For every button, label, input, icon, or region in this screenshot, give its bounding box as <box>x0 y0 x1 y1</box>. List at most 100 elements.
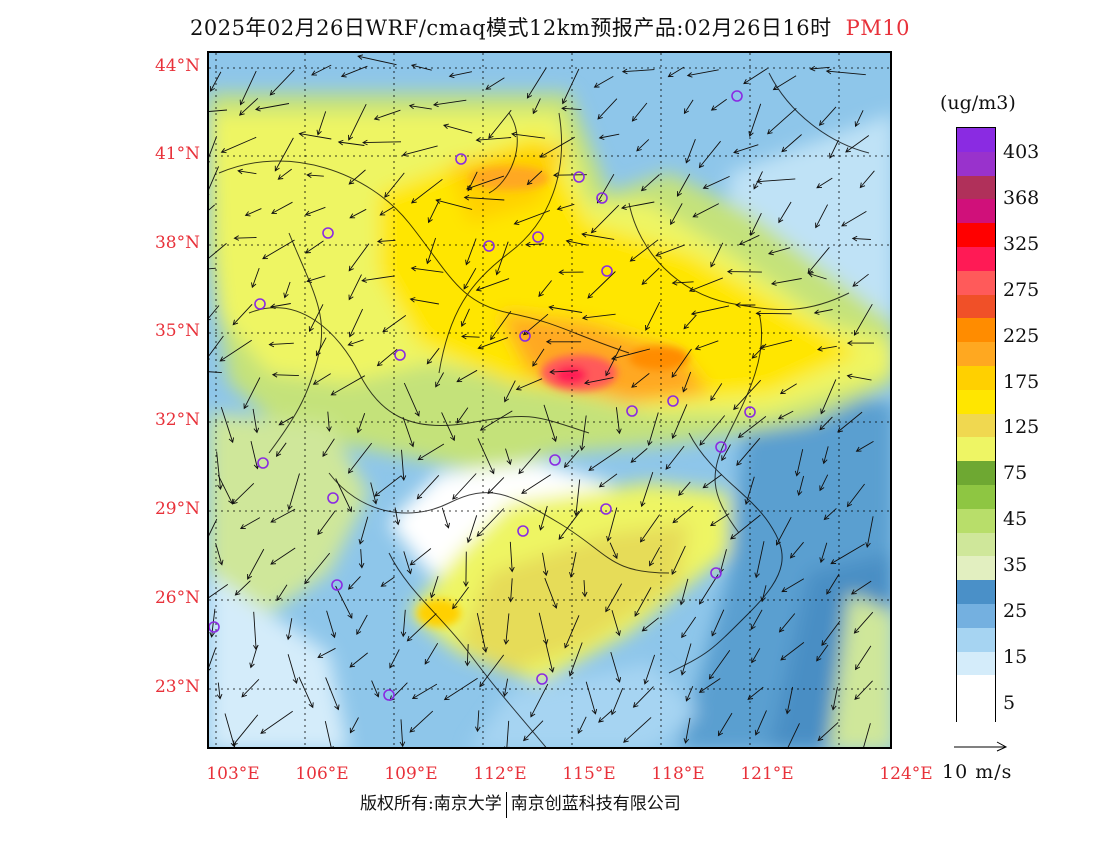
wind-arrow <box>278 416 294 426</box>
wind-arrow <box>209 267 216 270</box>
wind-arrow <box>479 410 513 431</box>
wind-arrow <box>435 372 444 388</box>
wind-arrow <box>509 541 515 573</box>
wind-arrow <box>751 648 761 664</box>
wind-arrow <box>630 448 648 463</box>
wind-arrow <box>683 315 697 330</box>
wind-arrow <box>348 169 366 185</box>
wind-arrow <box>441 507 450 529</box>
wind-arrow <box>485 77 505 90</box>
wind-arrow <box>779 383 797 395</box>
wind-arrow <box>743 68 768 85</box>
wind-arrow <box>373 109 401 121</box>
wind-arrow <box>425 237 437 265</box>
color-bar-block <box>957 580 995 604</box>
wind-arrow <box>410 265 444 273</box>
wind-arrow <box>708 650 731 680</box>
wind-arrow <box>234 580 251 596</box>
wind-arrow <box>409 297 439 305</box>
color-bar-block <box>957 342 995 366</box>
wind-arrow <box>640 174 660 192</box>
wind-arrow <box>671 404 688 439</box>
wind-arrow <box>667 66 685 78</box>
wind-arrow <box>505 448 512 466</box>
wind-arrow <box>829 139 839 159</box>
wind-arrow <box>649 547 661 567</box>
copyright: 版权所有:南京大学 南京创蓝科技有限公司 <box>360 789 681 818</box>
wind-arrow <box>641 617 659 632</box>
wind-arrow <box>443 677 478 701</box>
wind-arrow <box>349 717 359 734</box>
title-species: PM10 <box>845 16 911 40</box>
wind-arrow <box>249 645 258 669</box>
wind-arrow <box>690 305 730 316</box>
lon-label-118: 118°E <box>651 764 705 784</box>
wind-arrow <box>427 201 440 224</box>
wind-arrow <box>403 382 420 417</box>
legend-label-15: 15 <box>1003 646 1028 668</box>
wind-arrow <box>209 204 215 211</box>
wind-arrow <box>277 168 292 180</box>
lat-label-26: 26°N <box>154 588 200 608</box>
wind-arrow <box>417 443 445 461</box>
wind-arrow <box>699 415 726 446</box>
wind-arrow <box>615 407 622 435</box>
wind-arrow <box>749 213 762 237</box>
wind-arrow <box>688 277 723 293</box>
wind-arrow <box>737 416 767 438</box>
color-bar-block <box>957 246 995 271</box>
lon-label-106: 106°E <box>295 764 349 784</box>
wind-arrow <box>379 206 395 216</box>
wind-arrow <box>488 109 512 139</box>
color-bar-block <box>957 199 995 224</box>
wind-arrow <box>324 721 334 747</box>
wind-arrow <box>219 339 252 362</box>
wind-arrow <box>474 710 481 733</box>
wind-arrow <box>268 341 294 348</box>
wind-arrow <box>710 513 730 527</box>
wind-arrow <box>220 406 235 444</box>
wind-arrow <box>846 483 865 508</box>
wind-arrow <box>585 681 598 715</box>
legend-label-275: 275 <box>1003 279 1040 301</box>
lat-label-35: 35°N <box>154 321 200 341</box>
wind-arrow <box>816 644 829 662</box>
wind-arrow <box>254 103 290 112</box>
wind-arrow <box>317 510 336 536</box>
wind-arrow <box>490 310 512 341</box>
wind-arrow <box>558 508 583 540</box>
wind-arrow <box>416 474 440 500</box>
wind-arrow <box>463 194 505 201</box>
wind-arrow <box>335 478 353 513</box>
wind-arrow <box>781 134 802 153</box>
wind-arrow <box>818 106 837 126</box>
wind-arrow <box>312 373 331 385</box>
wind-arrow <box>269 69 295 96</box>
wind-arrow <box>807 272 827 280</box>
wind-arrow <box>710 242 724 268</box>
lat-label-32: 32°N <box>154 410 200 430</box>
wind-arrow <box>376 238 396 245</box>
legend-label-35: 35 <box>1003 554 1028 576</box>
wind-arrow <box>233 235 257 241</box>
wind-arrow <box>581 313 616 321</box>
wind-arrow <box>744 476 755 505</box>
copyright-left: 版权所有:南京大学 <box>360 794 502 814</box>
wind-arrow <box>209 305 220 321</box>
wind-arrow <box>753 171 763 190</box>
wind-arrow <box>441 412 456 442</box>
wind-arrow <box>593 76 614 88</box>
wind-arrow <box>463 267 477 290</box>
wind-arrow <box>759 339 793 350</box>
forecast-map[interactable] <box>207 51 892 749</box>
wind-arrow <box>733 144 759 154</box>
wind-arrow <box>465 238 477 266</box>
title-main: 2025年02月26日WRF/cmaq模式12km预报产品:02月26日16时 <box>189 16 832 40</box>
wind-arrow <box>807 247 830 274</box>
color-bar-block <box>957 175 995 200</box>
wind-arrow <box>679 578 689 606</box>
color-bar <box>956 127 996 723</box>
wind-arrow <box>639 514 660 543</box>
wind-arrow <box>315 337 327 357</box>
wind-arrow <box>523 720 544 742</box>
